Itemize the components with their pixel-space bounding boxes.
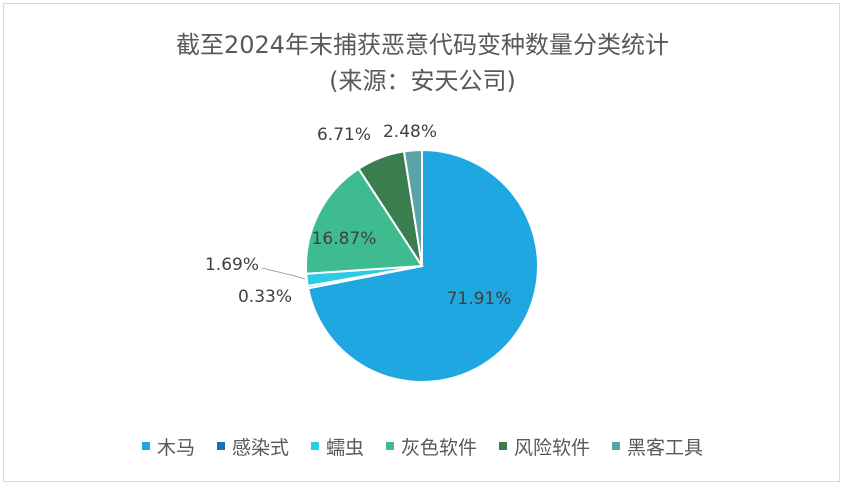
legend-label-6: 黑客工具	[627, 436, 704, 459]
data-label-1: 71.91%	[447, 289, 512, 309]
chart-legend: 木马 感染式 蠕虫 灰色软件 风险软件 黑客工具	[0, 432, 845, 460]
legend-label-4: 灰色软件	[401, 436, 478, 459]
data-label-5: 6.71%	[317, 125, 371, 145]
legend-swatch-3	[310, 442, 319, 450]
legend-swatch-6	[612, 442, 621, 450]
data-label-3: 1.69%	[205, 255, 259, 275]
chart-subtitle: (来源：安天公司)	[329, 67, 516, 95]
pie-slice-6	[402, 148, 423, 267]
chart-title: 截至2024年末捕获恶意代码变种数量分类统计	[175, 31, 670, 59]
legend-label-1: 木马	[156, 436, 195, 459]
legend-item-6: 黑客工具	[612, 433, 703, 460]
legend-swatch-4	[386, 442, 394, 450]
legend-item-5: 风险软件	[499, 433, 590, 460]
legend-item-3: 蠕虫	[310, 433, 364, 460]
legend-item-4: 灰色软件	[386, 433, 477, 460]
legend-label-2: 感染式	[231, 436, 289, 459]
legend-swatch-5	[499, 442, 508, 450]
legend-item-2: 感染式	[216, 433, 289, 460]
legend-swatch-2	[216, 442, 225, 450]
legend-label-5: 风险软件	[514, 436, 591, 459]
pie-slice-4	[305, 167, 424, 275]
leader-line-3	[261, 267, 306, 280]
legend-label-3: 蠕虫	[325, 436, 364, 459]
data-label-2: 0.33%	[238, 287, 292, 307]
legend-item-1: 木马	[141, 433, 195, 460]
data-label-4: 16.87%	[312, 229, 377, 249]
legend-swatch-1	[141, 442, 150, 450]
data-label-6: 2.48%	[383, 122, 437, 142]
